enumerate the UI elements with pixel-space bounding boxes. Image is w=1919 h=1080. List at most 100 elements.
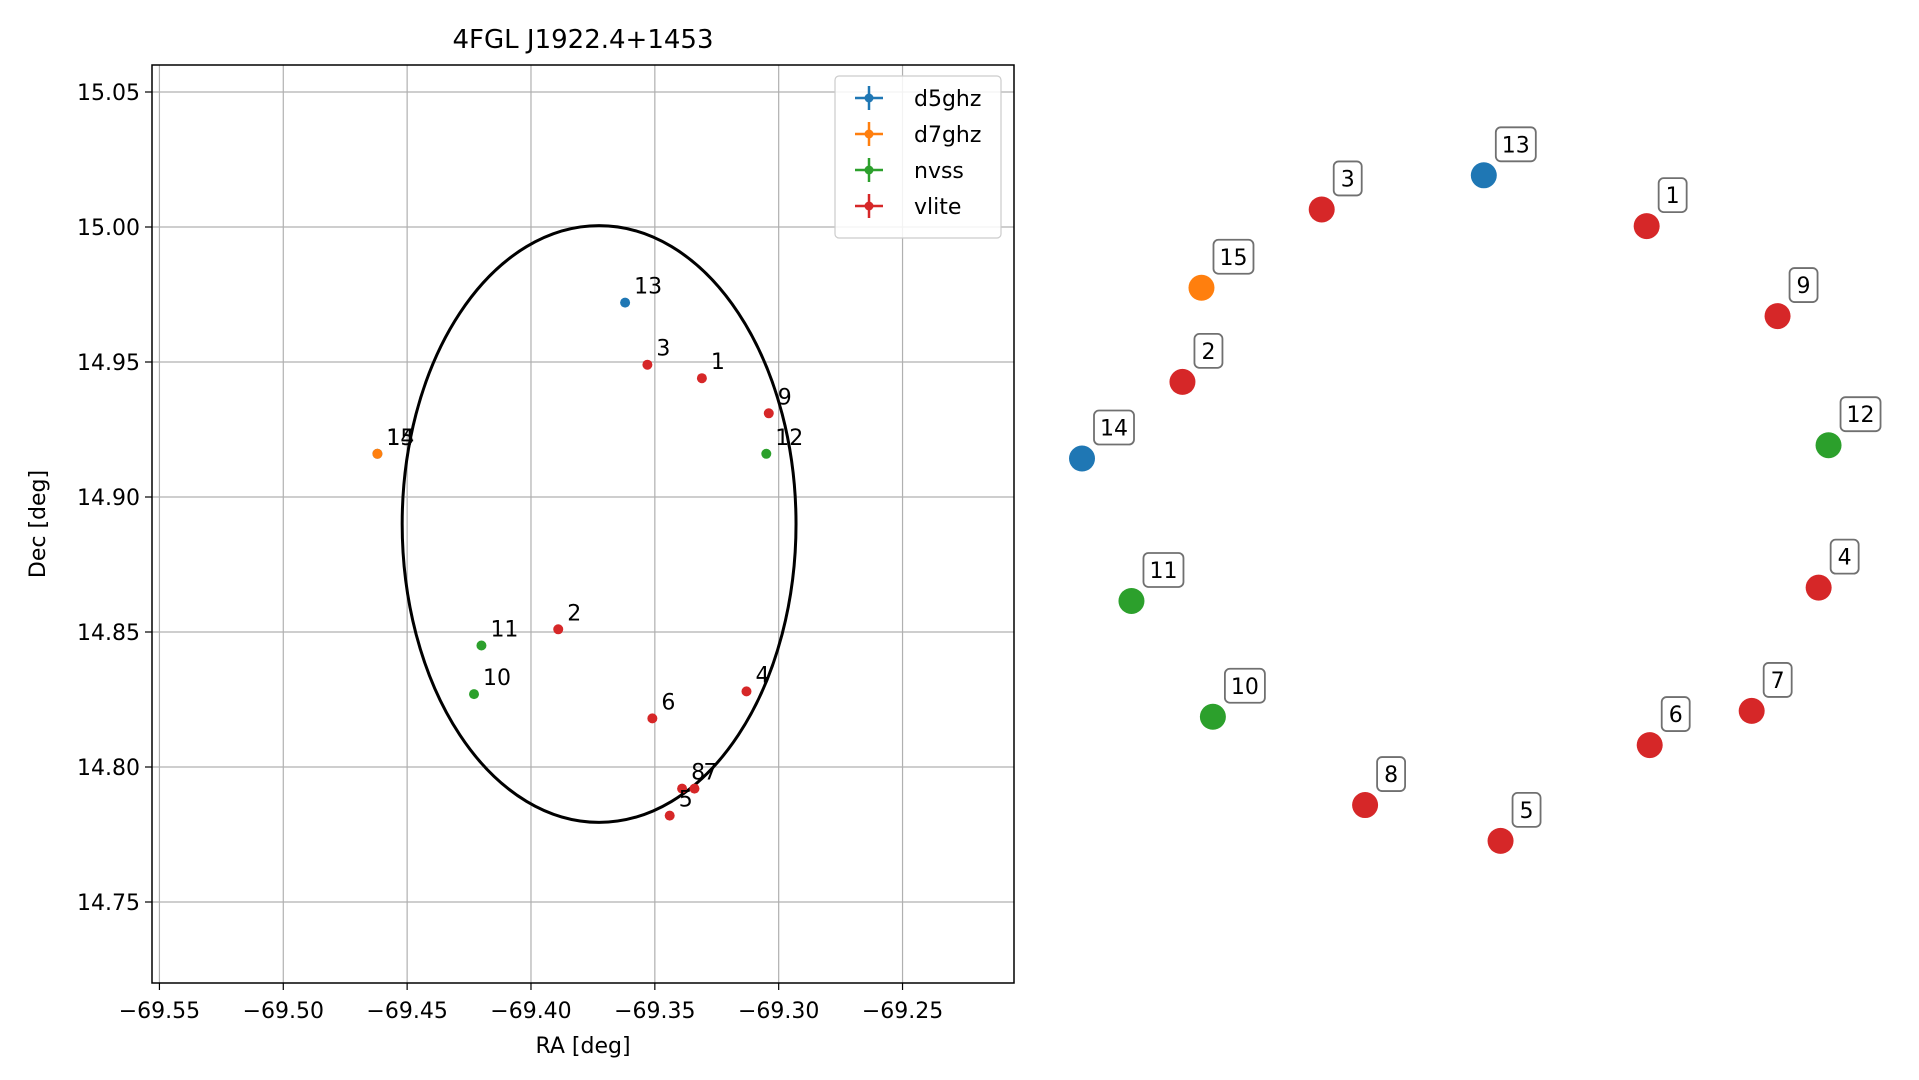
node-3 [1308,196,1335,223]
legend-label-vlite: vlite [914,195,961,220]
point-label: 5 [679,788,693,813]
data-point-vlite-1 [696,373,707,384]
y-axis-label: Dec [deg] [26,470,51,578]
node-14 [1069,445,1095,472]
y-tick-label: 14.85 [77,621,140,646]
ticks-layer: −69.55 −69.50 −69.45 −69.40 −69.35 −69.30 −69.… [77,81,943,1024]
point-label: 7 [703,761,717,786]
node-label-box [1223,667,1266,704]
y-tick-label: 14.75 [77,891,140,916]
point-label: 15 [386,426,414,451]
x-tick-label: −69.30 [738,999,819,1024]
point-label: 1 [711,350,725,375]
data-point-d7ghz-15 [372,448,383,459]
x-tick-label: −69.25 [862,999,943,1024]
y-tick-label: 14.95 [77,351,140,376]
node-9 [1764,303,1791,330]
legend-box [834,75,1002,239]
node-label: 3 [1341,167,1355,192]
data-point-vlite-5 [664,810,675,821]
point-label: 13 [634,275,662,300]
node-label: 6 [1669,703,1683,728]
node-label-box [1511,791,1542,828]
node-label-box [1660,696,1691,732]
node-7 [1738,697,1765,724]
legend-marker-d7ghz [864,129,874,139]
legend-marker-d5ghz [864,93,874,103]
node-5 [1487,827,1514,854]
y-tick-label: 15.00 [77,216,140,241]
legend-marker-nvss [864,165,874,175]
data-point-vlite-2 [553,624,564,635]
point-label: 12 [775,426,803,451]
node-label-box [1193,332,1224,369]
node-label-box [1657,177,1688,214]
chart-title: 4FGL J1922.4+1453 [453,25,714,55]
node-label-box [1762,662,1793,698]
node-label: 7 [1771,669,1785,694]
x-tick-label: −69.35 [614,999,695,1024]
x-tick-label: −69.45 [366,999,447,1024]
legend: d5ghz d7ghz nvss vlite [834,75,1002,239]
points-layer [372,297,774,821]
data-point-vlite-8 [677,783,688,794]
node-10 [1199,703,1226,730]
data-point-d5ghz-13 [620,297,631,308]
node-6 [1636,732,1663,759]
node-label-box [1332,160,1363,197]
node-8 [1352,792,1379,819]
legend-label-nvss: nvss [914,159,964,184]
point-label: 3 [656,337,670,362]
data-point-vlite-4 [741,686,752,697]
right-chart: 13 3 1 15 9 2 14 12 4 11 10 7 6 8 5 [1069,126,1882,854]
data-point-nvss-12 [761,448,772,459]
x-axis-label: RA [deg] [535,1034,630,1059]
node-label-box [1788,267,1819,303]
y-tick-label: 14.90 [77,486,140,511]
point-label: 10 [483,666,511,691]
node-label-box [1494,126,1537,163]
node-label: 14 [1100,417,1128,442]
node-15 [1188,274,1215,301]
node-label-box [1829,538,1860,575]
data-point-vlite-6 [647,713,658,724]
node-label-box [1839,396,1882,433]
node-label: 8 [1384,763,1398,788]
data-point-vlite-9 [763,408,774,419]
y-tick-label: 15.05 [77,81,140,106]
point-label: 14 [386,426,414,451]
legend-label-d5ghz: d5ghz [914,87,981,112]
node-label: 4 [1838,546,1852,571]
node-label: 10 [1231,675,1259,700]
data-point-vlite-7 [689,783,700,794]
node-label: 11 [1149,559,1177,584]
node-label: 5 [1520,799,1534,824]
error-ellipse-layer [400,224,798,824]
node-label-box [1212,238,1255,275]
point-label: 2 [567,601,581,626]
node-11 [1118,587,1145,614]
node-label: 15 [1219,246,1247,271]
node-label: 1 [1666,184,1680,209]
point-label: 6 [661,690,675,715]
node-label-box [1093,409,1135,446]
node-13 [1470,162,1497,189]
node-label-box [1142,552,1185,588]
node-label: 12 [1847,403,1875,428]
x-tick-label: −69.50 [243,999,324,1024]
data-point-nvss-10 [469,689,480,700]
node-label-box [1376,756,1406,792]
y-tick-label: 14.80 [77,756,140,781]
legend-marker-vlite [864,201,874,211]
axes-frame [151,64,1015,984]
data-point-vlite-3 [642,359,653,370]
node-label: 13 [1502,133,1530,158]
error-ellipse [400,224,798,824]
node-label: 9 [1797,274,1811,299]
x-tick-label: −69.40 [490,999,571,1024]
data-point-nvss-11 [476,640,487,651]
node-2 [1169,368,1196,395]
